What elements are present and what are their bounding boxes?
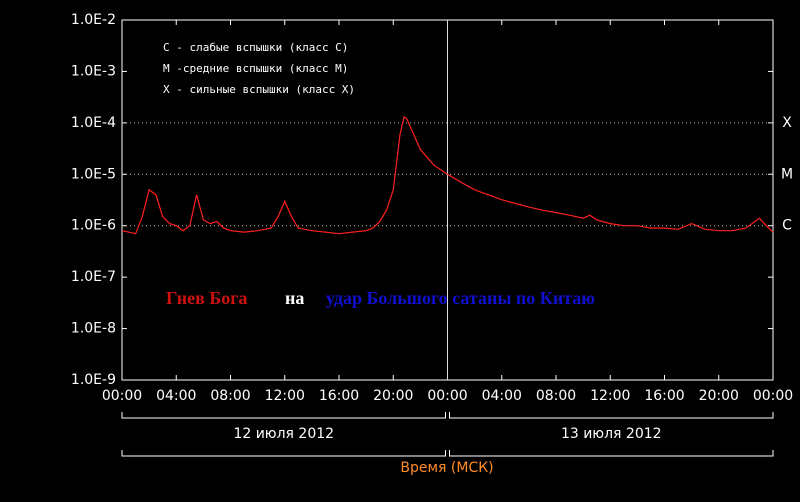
day-bracket (449, 412, 774, 419)
day-bracket (121, 450, 446, 457)
overlay-text: удар Большого сатаны по Китаю (326, 288, 595, 308)
x-tick-label: 08:00 (536, 388, 576, 404)
day-bracket (449, 450, 774, 457)
day-label: 12 июля 2012 (233, 426, 334, 442)
y-tick-label: 1.0E-2 (71, 12, 116, 28)
day-label: 13 июля 2012 (561, 426, 662, 442)
x-tick-label: 20:00 (373, 388, 413, 404)
class-label: X (782, 115, 792, 131)
y-tick-label: 1.0E-7 (71, 269, 116, 285)
x-tick-label: 00:00 (102, 388, 142, 404)
legend-line: C - слабые вспышки (класс C) (163, 41, 348, 54)
y-tick-label: 1.0E-5 (71, 166, 116, 182)
overlay-text: на (285, 288, 304, 308)
x-tick-label: 16:00 (319, 388, 359, 404)
x-tick-label: 20:00 (699, 388, 739, 404)
overlay-text: Гнев Бога (166, 288, 247, 308)
x-tick-label: 04:00 (156, 388, 196, 404)
x-tick-label: 00:00 (753, 388, 793, 404)
x-axis-label: Время (МСК) (400, 460, 493, 476)
data-line (121, 116, 774, 235)
legend-line: M -средние вспышки (класс M) (163, 62, 348, 75)
y-tick-label: 1.0E-3 (71, 63, 116, 79)
x-tick-label: 08:00 (210, 388, 250, 404)
y-tick-label: 1.0E-9 (71, 372, 116, 388)
y-tick-label: 1.0E-4 (71, 115, 116, 131)
day-bracket (121, 412, 446, 419)
x-tick-label: 00:00 (427, 388, 467, 404)
x-tick-label: 04:00 (482, 388, 522, 404)
class-label: M (781, 166, 793, 182)
class-label: C (782, 218, 792, 234)
legend-line: X - сильные вспышки (класс X) (163, 83, 355, 96)
x-tick-label: 16:00 (644, 388, 684, 404)
x-tick-label: 12:00 (265, 388, 305, 404)
y-tick-label: 1.0E-6 (71, 218, 116, 234)
y-tick-label: 1.0E-8 (71, 321, 116, 337)
x-tick-label: 12:00 (590, 388, 630, 404)
